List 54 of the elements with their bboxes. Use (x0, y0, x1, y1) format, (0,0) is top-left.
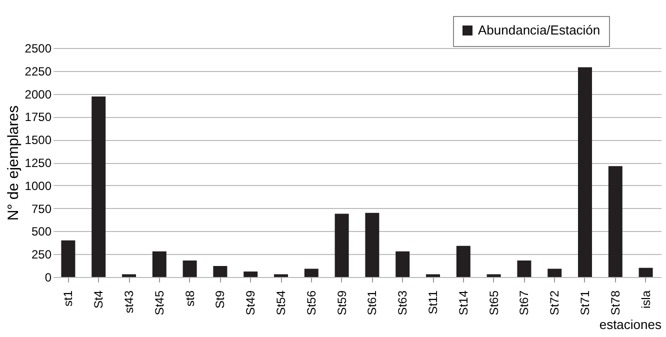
bar (61, 240, 76, 277)
x-tick-label: St63 (396, 290, 410, 316)
bar (365, 212, 380, 277)
bar (638, 268, 653, 277)
y-tick-label: 2000 (24, 87, 52, 102)
x-tick-label: St78 (608, 290, 622, 316)
bar (578, 67, 592, 277)
y-tick-label: 500 (31, 224, 52, 239)
x-tick-label: St45 (152, 290, 166, 316)
x-tick-label: St56 (304, 290, 318, 316)
x-tick-label: St71 (578, 290, 592, 316)
y-tick-label: 2500 (24, 42, 52, 56)
bar (334, 214, 349, 277)
x-tick-label: st1 (61, 290, 76, 307)
bar (304, 268, 318, 277)
y-tick-label: 1250 (24, 156, 52, 170)
bar (274, 274, 288, 277)
x-tick-label: St11 (426, 290, 440, 314)
x-tick-label: St72 (548, 290, 562, 316)
bar (152, 251, 166, 277)
y-tick-label: 0 (44, 270, 52, 284)
y-tick-label: 1000 (24, 178, 52, 193)
bar (92, 96, 106, 277)
x-tick-label: st43 (122, 290, 136, 314)
bar (182, 260, 197, 277)
y-tick-label: 1750 (24, 110, 52, 124)
x-tick-label: St54 (274, 290, 288, 316)
x-tick-label: St61 (365, 290, 380, 316)
x-tick-label: st8 (182, 290, 197, 307)
x-tick-label: St67 (517, 290, 532, 316)
x-tick-label: St4 (92, 290, 106, 309)
bar (122, 274, 136, 277)
bar (548, 268, 562, 277)
x-tick-label: St65 (486, 290, 501, 316)
bar (213, 266, 228, 277)
bar (517, 260, 532, 277)
y-tick-label: 2250 (24, 64, 52, 78)
x-axis-title: estaciones (599, 317, 662, 332)
x-tick-label: St59 (334, 290, 349, 316)
y-axis-title: N° de ejemplares (4, 105, 22, 221)
x-tick-label: St9 (213, 290, 228, 309)
x-tick-label: isla (638, 290, 653, 309)
y-tick-label: 1500 (24, 133, 52, 148)
bar (486, 274, 501, 277)
bar (244, 272, 258, 277)
bar (396, 251, 410, 277)
legend-label: Abundancia/Estación (478, 22, 600, 38)
bar (608, 166, 622, 277)
bar (456, 246, 470, 277)
x-tick-label: St14 (456, 290, 470, 316)
y-tick-label: 250 (31, 248, 52, 262)
x-tick-label: St49 (244, 290, 258, 316)
bar (426, 274, 440, 277)
y-tick-label: 750 (31, 202, 52, 216)
